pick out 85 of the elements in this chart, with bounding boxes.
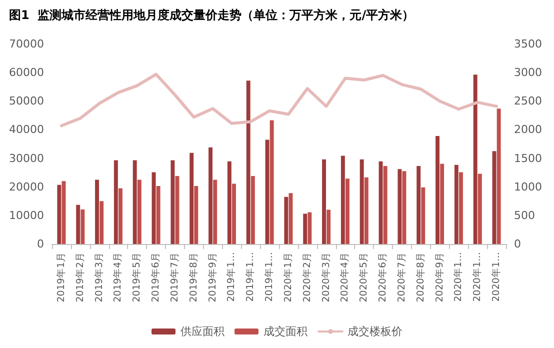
x-tick-label: 2019年3月 xyxy=(92,252,105,302)
x-tick-label: 2020年6月 xyxy=(376,252,389,302)
bar xyxy=(208,147,212,244)
x-tick-label: 2020年9月 xyxy=(433,252,446,302)
y-tick-label: 40000 xyxy=(9,123,44,136)
x-tick-label: 2020年1… xyxy=(452,252,464,302)
legend-label: 供应面积 xyxy=(180,325,224,338)
bar xyxy=(478,174,482,244)
y2-tick-label: 500 xyxy=(514,208,535,222)
bar xyxy=(360,159,364,244)
x-tick-label: 2019年5月 xyxy=(130,252,143,302)
y2-tick-label: 1500 xyxy=(514,152,542,165)
bar xyxy=(326,210,331,244)
x-tick-label: 2020年4月 xyxy=(338,252,351,302)
x-tick-label: 2019年1月 xyxy=(54,252,67,302)
bar xyxy=(118,188,122,244)
y2-tick-label: 2500 xyxy=(514,94,542,108)
x-tick-label: 2020年3月 xyxy=(320,252,332,302)
y-tick-label: 70000 xyxy=(9,38,44,50)
bar xyxy=(270,120,274,244)
y-tick-label: 50000 xyxy=(9,94,44,108)
bar xyxy=(194,186,198,244)
bar xyxy=(303,214,308,244)
bar xyxy=(421,187,426,244)
bar xyxy=(308,212,312,244)
bar xyxy=(114,160,118,244)
x-tick-label: 2020年5月 xyxy=(358,252,370,302)
x-tick-label: 2020年1月 xyxy=(282,252,294,302)
bar xyxy=(137,180,142,244)
x-tick-label: 2019年7月 xyxy=(168,252,180,302)
bar xyxy=(213,180,218,244)
bar xyxy=(383,166,388,244)
y2-tick-label: 3000 xyxy=(514,66,542,80)
y2-tick-label: 0 xyxy=(514,238,521,250)
x-tick-label: 2019年9月 xyxy=(206,252,218,302)
bar xyxy=(436,136,440,244)
bar xyxy=(170,160,175,244)
y2-tick-label: 1000 xyxy=(514,180,542,194)
bar xyxy=(346,178,350,244)
bar xyxy=(57,184,62,244)
x-tick-label: 2020年1… xyxy=(471,252,484,302)
y2-tick-label: 3500 xyxy=(514,38,542,50)
legend-label: 成交面积 xyxy=(264,325,308,338)
y-tick-label: 20000 xyxy=(9,180,44,194)
bar xyxy=(459,172,463,244)
bar xyxy=(132,160,137,244)
bar xyxy=(246,80,250,244)
bar xyxy=(473,74,478,244)
bar xyxy=(156,186,160,244)
bar xyxy=(95,180,99,244)
x-tick-label: 2020年1… xyxy=(490,252,502,302)
bar xyxy=(100,201,104,244)
legend-label: 成交楼板价 xyxy=(348,325,402,338)
y-tick-label: 0 xyxy=(37,238,44,250)
bar xyxy=(190,152,194,244)
x-tick-label: 2019年6月 xyxy=(150,252,162,302)
bar xyxy=(284,196,288,244)
bar xyxy=(416,166,421,244)
x-tick-label: 2019年2月 xyxy=(74,252,86,302)
bar xyxy=(80,209,85,244)
x-tick-label: 2019年8月 xyxy=(187,252,200,302)
x-tick-label: 2019年1… xyxy=(225,252,238,302)
bar xyxy=(232,184,236,244)
bar xyxy=(398,169,402,244)
bar xyxy=(227,161,232,244)
bar xyxy=(76,204,80,244)
y2-tick-label: 2000 xyxy=(514,123,542,136)
bar xyxy=(322,159,326,244)
line-series xyxy=(60,72,498,128)
x-tick-label: 2020年8月 xyxy=(414,252,426,302)
x-tick-label: 2020年7月 xyxy=(395,252,408,302)
y-tick-label: 10000 xyxy=(9,208,44,222)
x-tick-label: 2020年2月 xyxy=(300,252,313,302)
bar xyxy=(340,156,345,244)
bar xyxy=(364,177,368,244)
y-tick-label: 60000 xyxy=(9,66,44,80)
bar xyxy=(454,164,458,244)
bar xyxy=(250,176,255,244)
bar xyxy=(496,108,501,244)
x-tick-label: 2019年4月 xyxy=(112,252,124,302)
x-tick-label: 2019年1… xyxy=(263,252,276,302)
y-tick-label: 30000 xyxy=(9,152,44,165)
x-tick-label: 2019年1… xyxy=(244,252,256,302)
bar xyxy=(440,164,444,244)
chart-title: 图1 监测城市经营性用地月度成交量价走势（单位：万平方米，元/平方米） xyxy=(9,8,414,22)
